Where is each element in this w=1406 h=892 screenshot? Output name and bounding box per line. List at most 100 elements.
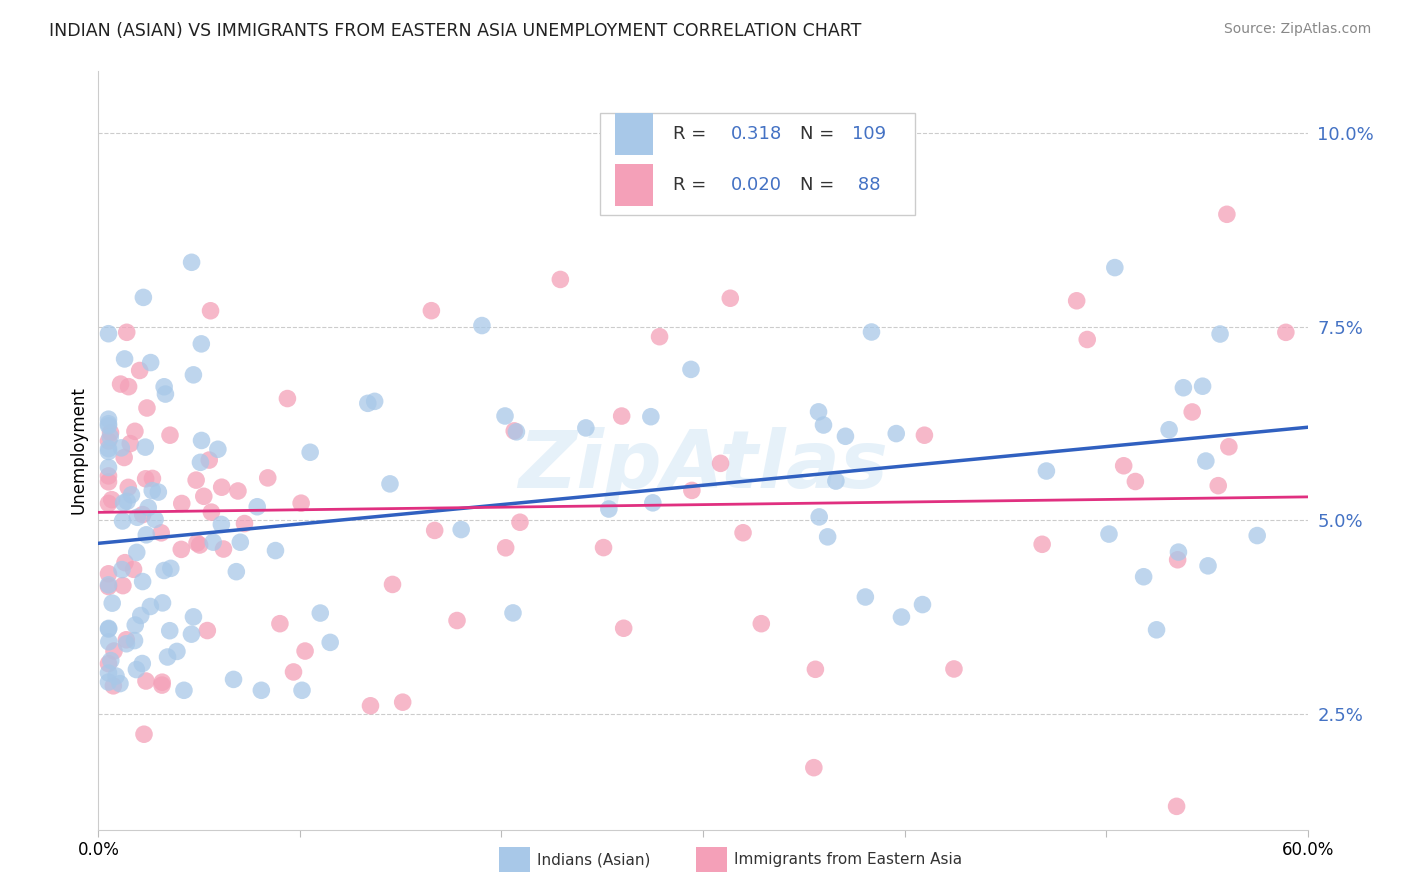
Point <box>825 474 848 488</box>
Point <box>97 622 120 636</box>
Text: N =: N = <box>800 176 839 194</box>
Point <box>731 525 754 540</box>
Point <box>681 483 703 498</box>
Point <box>98 430 121 444</box>
Point <box>1076 333 1098 347</box>
Point <box>592 541 614 555</box>
Text: Source: ZipAtlas.com: Source: ZipAtlas.com <box>1223 22 1371 37</box>
Point <box>190 337 212 351</box>
Point <box>100 492 122 507</box>
Text: R =: R = <box>672 176 717 194</box>
Point <box>159 428 181 442</box>
Point <box>141 471 163 485</box>
Point <box>97 418 120 433</box>
Point <box>1206 478 1229 492</box>
Point <box>207 442 229 457</box>
Point <box>97 469 120 483</box>
Point <box>125 545 148 559</box>
Point <box>170 496 193 510</box>
Point <box>679 362 702 376</box>
Point <box>495 541 517 555</box>
Point <box>97 566 120 581</box>
Point <box>294 644 316 658</box>
Point <box>170 542 193 557</box>
Point <box>153 380 176 394</box>
Point <box>115 637 138 651</box>
Point <box>860 325 883 339</box>
Point <box>112 496 135 510</box>
Point <box>1173 381 1195 395</box>
FancyBboxPatch shape <box>614 164 654 206</box>
Text: Indians (Asian): Indians (Asian) <box>537 853 651 867</box>
Point <box>225 565 247 579</box>
Point <box>222 673 245 687</box>
Point <box>1209 326 1232 341</box>
Point <box>124 633 146 648</box>
Point <box>319 635 342 649</box>
Text: N =: N = <box>800 125 839 144</box>
Point <box>115 494 138 508</box>
Point <box>117 379 139 393</box>
Point <box>100 425 122 440</box>
Point <box>153 564 176 578</box>
Point <box>135 472 157 486</box>
Point <box>97 665 120 680</box>
Point <box>209 517 232 532</box>
Point <box>264 543 287 558</box>
Point <box>229 535 252 549</box>
Point <box>131 657 153 671</box>
Point <box>155 387 177 401</box>
Point <box>127 510 149 524</box>
Point <box>1146 623 1168 637</box>
Point <box>648 329 671 343</box>
Point <box>505 425 527 439</box>
Point <box>813 417 835 432</box>
Point <box>148 485 170 500</box>
Point <box>494 409 516 423</box>
Point <box>911 598 934 612</box>
Point <box>357 396 380 410</box>
Point <box>135 528 157 542</box>
Point <box>502 606 524 620</box>
Point <box>105 669 128 683</box>
Point <box>139 599 162 614</box>
Text: Immigrants from Eastern Asia: Immigrants from Eastern Asia <box>734 853 962 867</box>
Text: 0.020: 0.020 <box>731 176 782 194</box>
Point <box>97 657 120 671</box>
Point <box>115 326 138 340</box>
Point <box>808 509 831 524</box>
Point <box>97 434 120 448</box>
Point <box>1112 458 1135 473</box>
Point <box>188 538 211 552</box>
Point <box>1166 799 1188 814</box>
Point <box>159 561 181 575</box>
Point <box>299 445 322 459</box>
Point <box>198 453 221 467</box>
Point <box>190 434 212 448</box>
Point <box>807 405 830 419</box>
Point <box>200 303 222 318</box>
Point <box>226 483 249 498</box>
Text: R =: R = <box>672 125 717 144</box>
Point <box>180 255 202 269</box>
Point <box>124 425 146 439</box>
Point <box>97 621 120 635</box>
Point <box>381 577 404 591</box>
Point <box>550 272 572 286</box>
Point <box>233 516 256 531</box>
Point <box>134 440 156 454</box>
Y-axis label: Unemployment: Unemployment <box>69 386 87 515</box>
Point <box>136 500 159 515</box>
Point <box>291 683 314 698</box>
Point <box>183 610 205 624</box>
Point <box>503 424 526 438</box>
Point <box>115 632 138 647</box>
Point <box>256 471 278 485</box>
Point <box>159 624 181 638</box>
Point <box>131 574 153 589</box>
Point <box>613 621 636 635</box>
Point <box>718 291 741 305</box>
Point <box>1195 454 1218 468</box>
Point <box>250 683 273 698</box>
Point <box>108 676 131 690</box>
